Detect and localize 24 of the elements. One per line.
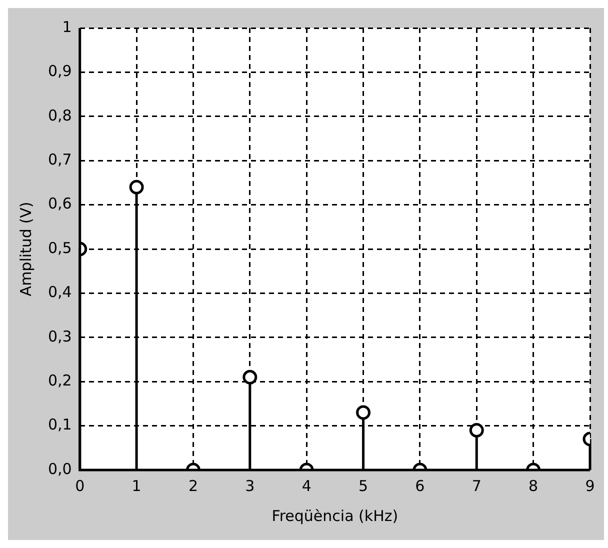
x-tick-label: 0 [75,476,85,495]
x-axis-title: Freqüència (kHz) [272,506,398,525]
y-tick-label: 1 [62,18,72,36]
y-tick-label: 0,4 [48,283,72,302]
x-tick-label: 2 [188,476,198,495]
y-tick-label: 0,2 [48,371,72,390]
y-tick-label: 0,8 [48,106,72,124]
y-tick-label: 0,0 [48,460,72,478]
y-tick-label: 0,7 [48,150,72,168]
y-tick-label: 0,6 [48,194,72,213]
x-tick-label: 5 [358,476,368,495]
x-tick-label: 7 [472,476,482,495]
x-tick-label: 3 [245,476,255,495]
y-axis-title: Amplitud (V) [16,202,35,296]
y-tick-label: 0,5 [48,238,72,257]
x-tick-label: 1 [132,476,142,495]
x-tick-label: 4 [302,476,312,495]
x-tick-label: 6 [415,476,425,495]
y-tick-label: 0,1 [48,416,72,434]
x-tick-label: 8 [528,476,538,495]
point [129,180,144,194]
y-tick-label: 0,3 [48,327,72,346]
y-tick-label: 0,9 [48,62,72,80]
x-tick-label: 9 [585,476,595,495]
